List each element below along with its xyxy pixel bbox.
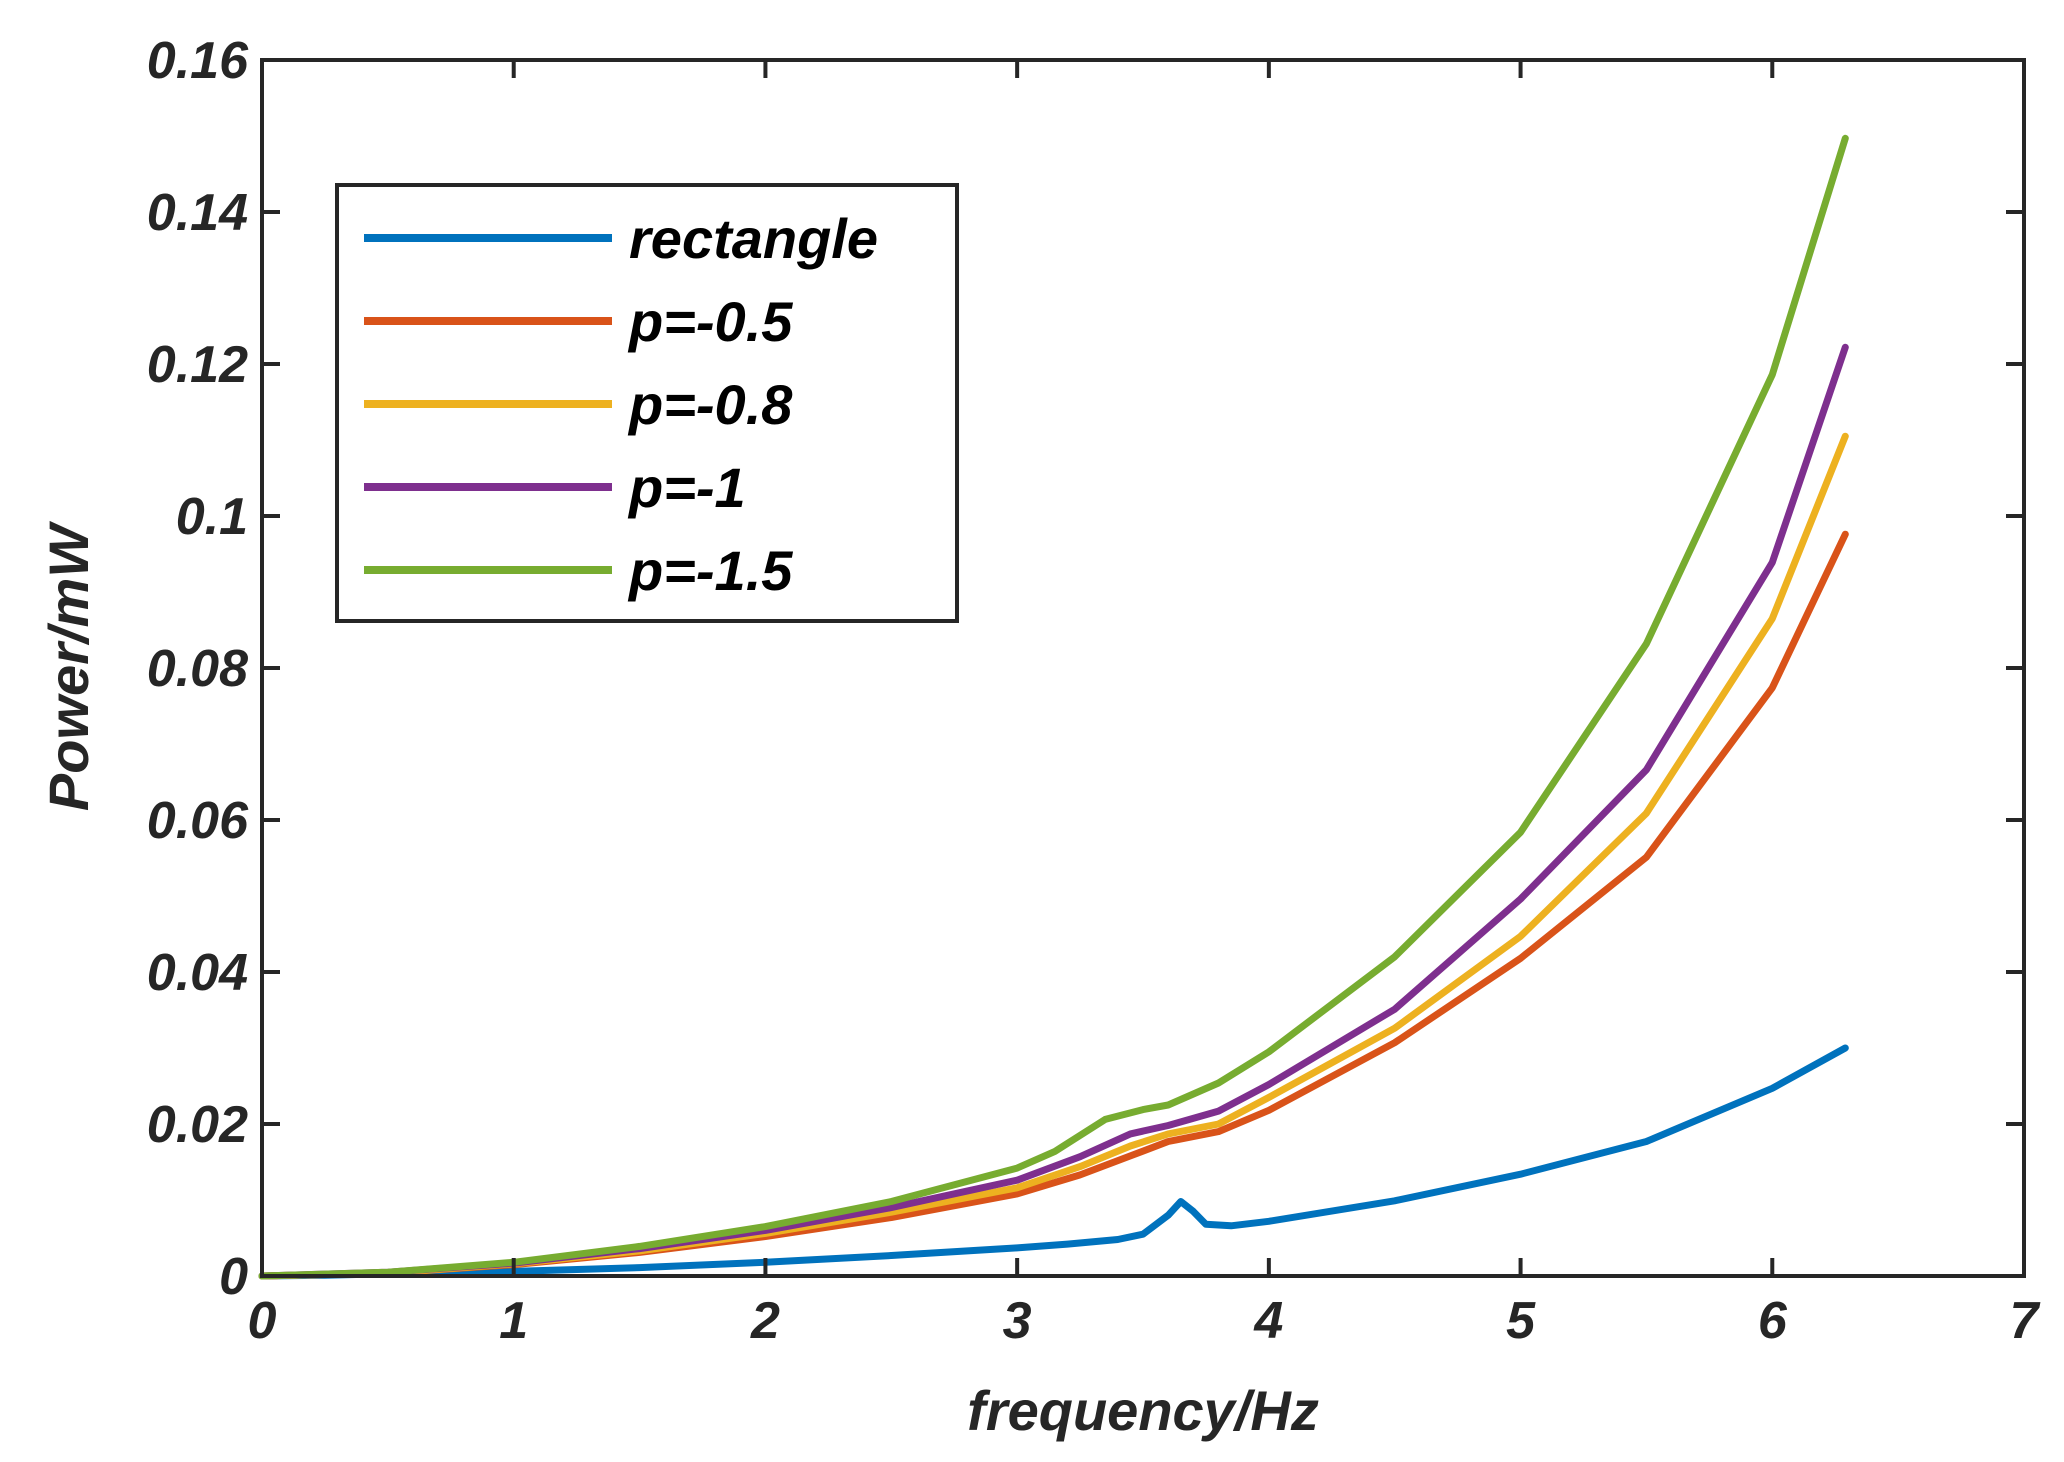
x-tick-label: 3 xyxy=(1003,1292,1032,1350)
x-tick-label: 0 xyxy=(248,1292,277,1350)
plot-series xyxy=(258,134,1849,1280)
x-tick-label: 4 xyxy=(1253,1292,1283,1350)
y-tick-label: 0 xyxy=(219,1248,248,1306)
y-tick-label: 0.06 xyxy=(147,792,249,850)
x-tick-label: 7 xyxy=(2010,1292,2041,1350)
y-axis-title: Power/mW xyxy=(37,521,100,811)
axes: 0 1 2 3 4 5 6 7 0 0.02 0.04 0.06 0.08 0.1 0.12 0.14 0.16… xyxy=(37,32,2041,1442)
legend-label-2: p=-0.8 xyxy=(627,373,793,436)
legend-label-3: p=-1 xyxy=(627,456,746,519)
legend: rectangle p=-0.5 p=-0.8 p=-1 p=-1.5 xyxy=(335,183,959,623)
y-tick-label: 0.14 xyxy=(147,184,248,242)
series-line-0 xyxy=(258,1044,1849,1280)
legend-label-4: p=-1.5 xyxy=(627,539,793,602)
y-tick-label: 0.08 xyxy=(147,640,248,698)
x-axis-title: frequency/Hz xyxy=(967,1379,1319,1442)
x-tick-label: 6 xyxy=(1758,1292,1788,1350)
legend-label-1: p=-0.5 xyxy=(627,290,793,353)
y-tick-label: 0.02 xyxy=(147,1096,248,1154)
y-tick-label: 0.04 xyxy=(147,944,248,1002)
y-tick-label: 0.12 xyxy=(147,336,248,394)
y-tick-label: 0.1 xyxy=(176,488,248,546)
x-tick-label: 5 xyxy=(1506,1292,1536,1350)
x-tick-label: 2 xyxy=(750,1292,780,1350)
y-tick-label: 0.16 xyxy=(147,32,249,90)
series-line-4 xyxy=(258,134,1849,1280)
x-tick-label: 1 xyxy=(499,1292,528,1350)
legend-label-0: rectangle xyxy=(629,207,878,270)
